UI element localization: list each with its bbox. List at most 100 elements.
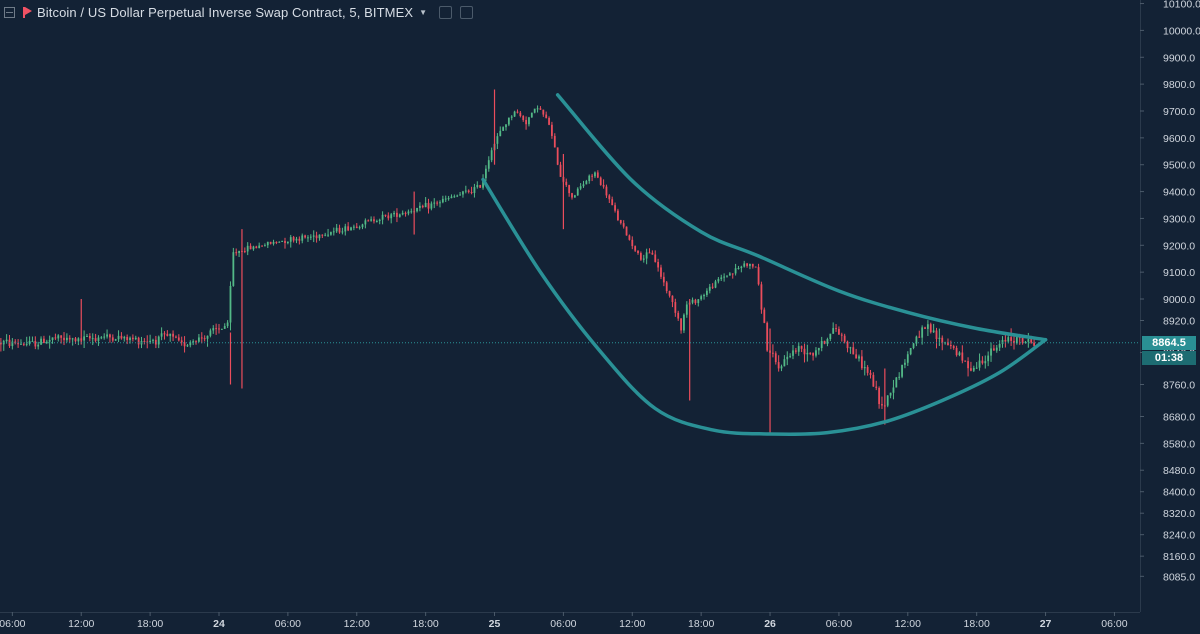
candle-body <box>309 236 312 238</box>
candle-body <box>576 188 579 196</box>
symbol-title[interactable]: Bitcoin / US Dollar Perpetual Inverse Sw… <box>37 4 414 20</box>
candle-body <box>111 337 114 341</box>
close-icon[interactable] <box>460 5 474 19</box>
candle-body <box>321 234 324 236</box>
candle-body <box>370 219 373 221</box>
candle-body <box>760 284 763 310</box>
candle-body <box>34 340 37 347</box>
candle-body <box>106 334 108 337</box>
price-tick-label: 8320.0 <box>1163 508 1195 520</box>
candle-body <box>218 328 220 330</box>
price-tick-label: 8160.0 <box>1163 551 1195 563</box>
candle-body <box>680 318 682 331</box>
candle-body <box>622 223 625 227</box>
candle-body <box>605 186 608 196</box>
candle-body <box>743 263 746 267</box>
settings-icon[interactable] <box>439 5 453 19</box>
candle-body <box>634 246 637 251</box>
candle-body <box>585 181 588 185</box>
candle-body <box>499 130 502 137</box>
upper-wedge-curve[interactable] <box>555 93 1048 342</box>
candle-body <box>901 364 903 377</box>
candle-body <box>482 178 484 188</box>
candle-body <box>1027 339 1030 342</box>
candle-body <box>40 338 42 345</box>
candle-body <box>924 327 926 329</box>
candle-body <box>1013 340 1015 344</box>
candle-body <box>840 334 843 336</box>
candle-body <box>1024 341 1027 343</box>
candle-body <box>1004 339 1007 342</box>
candle-body <box>886 395 889 406</box>
candle-body <box>860 356 863 369</box>
candle-body <box>31 340 34 342</box>
candle-body <box>20 343 22 345</box>
candle-body <box>433 202 436 204</box>
candle-body <box>694 299 697 304</box>
time-axis[interactable]: 06:00 12:00 18:00 24 06:00 12:00 18:00 25 06:00 1… <box>0 612 1140 630</box>
candle-body <box>238 250 240 253</box>
candle-body <box>972 368 975 371</box>
candle-body <box>921 327 924 338</box>
candle-body <box>401 212 404 215</box>
candle-body <box>1033 342 1035 346</box>
candle-body <box>209 330 212 336</box>
price-tick-label: 8240.0 <box>1163 530 1195 542</box>
candle-body <box>350 227 352 231</box>
candle-body <box>674 302 677 313</box>
candle-body <box>737 267 740 269</box>
candle-body <box>490 150 493 161</box>
flag-icon[interactable] <box>23 7 33 18</box>
candle-body <box>757 267 760 285</box>
price-tick-label: 9600.0 <box>1163 133 1195 145</box>
candle-body <box>665 282 668 292</box>
candle-body <box>777 362 780 369</box>
candle-body <box>341 231 344 233</box>
collapse-icon[interactable] <box>4 6 15 18</box>
candle-body <box>485 168 487 179</box>
candle-body <box>404 212 407 214</box>
candle-body <box>109 334 111 338</box>
candle-body <box>1021 337 1024 343</box>
price-axis[interactable]: 10100.0 10000.0 9900.0 9800.0 9700.0 9600.0 95… <box>1140 0 1200 629</box>
chevron-down-icon[interactable]: ▼ <box>419 7 428 17</box>
candle-body <box>479 185 482 188</box>
candle-body <box>706 290 708 295</box>
candle-body <box>513 111 516 117</box>
candle-body <box>384 214 387 216</box>
candle-body <box>212 328 215 331</box>
candle-body <box>749 263 751 266</box>
candle-body <box>708 286 711 291</box>
candle-body <box>281 240 284 242</box>
candle-body <box>835 328 837 330</box>
price-tick-label: 8580.0 <box>1163 438 1195 450</box>
candle-body <box>272 241 275 244</box>
candle-body <box>473 187 476 193</box>
last-price-badge: 8864.5 <box>1142 335 1196 350</box>
time-tick-label: 06:00 <box>550 618 576 629</box>
candle-body <box>794 350 797 352</box>
candle-body <box>711 286 714 288</box>
candle-body <box>126 336 129 341</box>
candle-body <box>866 367 869 373</box>
chart-header: Bitcoin / US Dollar Perpetual Inverse Sw… <box>0 0 1140 24</box>
candle-body <box>553 135 556 148</box>
candle-body <box>740 266 743 268</box>
candle-body <box>990 348 992 356</box>
candle-body <box>975 367 978 369</box>
candle-body <box>172 333 174 337</box>
candle-body <box>892 387 895 393</box>
candle-body <box>462 191 464 195</box>
last-price-value: 8864.5 <box>1152 336 1186 349</box>
candle-body <box>912 343 915 349</box>
candle-body <box>355 226 358 229</box>
candle-body <box>330 232 332 235</box>
candle-body <box>450 196 453 199</box>
lower-wedge-curve[interactable] <box>481 177 1048 437</box>
candle-body <box>166 333 169 336</box>
candle-body <box>823 341 826 344</box>
candle-body <box>981 360 984 364</box>
